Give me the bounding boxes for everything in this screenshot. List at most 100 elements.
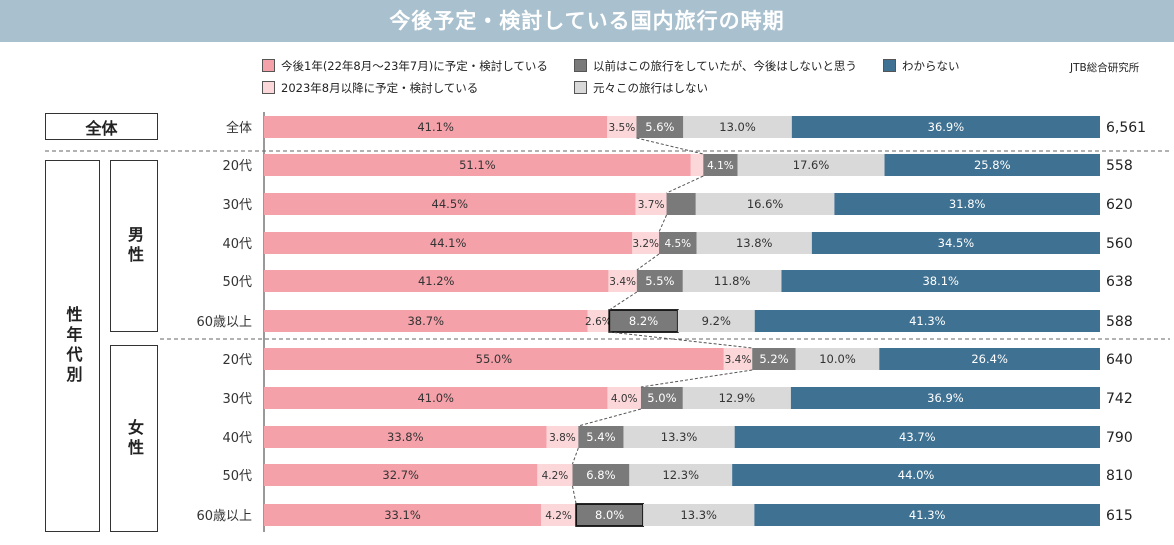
bar-4-seg-4 xyxy=(696,232,812,254)
group-male-label: 男性 xyxy=(125,226,144,266)
bar-label-6-3: 8.2% xyxy=(629,314,658,328)
bar-label-11-4: 13.3% xyxy=(680,508,717,522)
bar-label-5-3: 5.5% xyxy=(645,274,674,288)
legend-item-4: 元々この旅行はしない xyxy=(574,80,708,96)
bar-3-seg-5 xyxy=(834,193,1100,215)
bar-3-seg-1 xyxy=(264,193,636,215)
bar-5-seg-5 xyxy=(781,270,1100,292)
bar-label-2-1: 51.1% xyxy=(459,158,496,172)
bar-label-7-2: 3.4% xyxy=(725,354,752,366)
bar-6-seg-4 xyxy=(677,310,755,332)
bar-label-5-2: 3.4% xyxy=(609,276,636,288)
bar-9-seg-3 xyxy=(578,426,624,448)
connector-9 xyxy=(572,447,579,465)
connector-4 xyxy=(636,253,660,271)
bar-label-4-2: 3.2% xyxy=(632,238,659,250)
bar-label-11-5: 41.3% xyxy=(909,508,946,522)
bar-label-3-2: 3.7% xyxy=(638,199,665,211)
category-label-5: 50代 xyxy=(222,275,252,290)
bar-5-seg-3 xyxy=(636,270,683,292)
connector-10 xyxy=(571,485,577,505)
legend-swatch-2 xyxy=(262,81,275,94)
bar-9-seg-2 xyxy=(546,426,579,448)
bar-10-seg-5 xyxy=(732,464,1100,486)
bar-label-4-5: 34.5% xyxy=(938,236,975,250)
bar-11-seg-1 xyxy=(264,504,541,526)
bar-9-seg-1 xyxy=(264,426,547,448)
legend-label-5: わからない xyxy=(902,59,960,73)
bar-5-seg-2 xyxy=(608,270,637,292)
bar-8-seg-5 xyxy=(790,387,1100,409)
bar-label-7-3: 5.2% xyxy=(759,352,788,366)
bar-10-seg-4 xyxy=(629,464,733,486)
bar-label-8-2: 4.0% xyxy=(611,393,638,405)
n-label-5: 638 xyxy=(1106,274,1133,290)
group-female-label: 女性 xyxy=(125,418,144,459)
bar-8-seg-2 xyxy=(607,387,641,409)
bar-4-seg-3 xyxy=(659,232,697,254)
bar-label-1-5: 36.9% xyxy=(928,120,965,134)
bar-3-seg-3 xyxy=(666,193,696,215)
n-label-4: 560 xyxy=(1106,236,1133,252)
title-bar xyxy=(0,0,1174,42)
bar-label-3-1: 44.5% xyxy=(432,197,469,211)
bar-label-11-3: 8.0% xyxy=(595,508,624,522)
n-label-6: 588 xyxy=(1106,314,1133,330)
bar-label-7-1: 55.0% xyxy=(476,352,513,366)
category-label-4: 40代 xyxy=(222,237,252,252)
n-label-10: 810 xyxy=(1106,468,1133,484)
n-label-3: 620 xyxy=(1106,197,1133,213)
legend-item-1: 今後1年(22年8月～23年7月)に予定・検討している xyxy=(262,58,548,74)
legend-label-1: 今後1年(22年8月～23年7月)に予定・検討している xyxy=(281,59,548,73)
group-by-gender-age-box: 性年代別 xyxy=(45,160,100,532)
bar-label-1-4: 13.0% xyxy=(719,120,756,134)
category-label-2: 20代 xyxy=(222,159,252,174)
bar-8-seg-4 xyxy=(682,387,791,409)
group-overall-box: 全体 xyxy=(45,113,158,140)
bar-label-1-2: 3.5% xyxy=(609,122,636,134)
source-label: JTB総合研究所 xyxy=(1070,62,1140,74)
bar-label-6-4: 9.2% xyxy=(702,314,731,328)
bar-label-8-5: 36.9% xyxy=(927,391,964,405)
category-label-6: 60歳以上 xyxy=(196,315,252,330)
legend-swatch-3 xyxy=(574,59,587,72)
bar-label-4-4: 13.8% xyxy=(736,236,773,250)
category-label-1: 全体 xyxy=(226,120,252,136)
bar-label-2-5: 25.8% xyxy=(974,158,1011,172)
bar-label-4-3: 4.5% xyxy=(664,238,691,250)
bar-label-10-2: 4.2% xyxy=(542,470,569,482)
bar-label-3-4: 16.6% xyxy=(747,197,784,211)
legend-label-4: 元々この旅行はしない xyxy=(593,81,708,95)
bar-4-seg-2 xyxy=(632,232,660,254)
bar-2-seg-4 xyxy=(737,154,885,176)
bar-10-seg-1 xyxy=(264,464,538,486)
n-label-7: 640 xyxy=(1106,352,1133,368)
bar-label-3-5: 31.8% xyxy=(949,197,986,211)
n-label-1: 6,561 xyxy=(1106,120,1146,136)
bar-2-seg-5 xyxy=(884,154,1100,176)
bar-1-seg-3 xyxy=(636,116,684,138)
bar-7-seg-1 xyxy=(264,348,724,370)
bar-8-seg-1 xyxy=(264,387,608,409)
connector-1 xyxy=(636,137,704,155)
bar-label-5-1: 41.2% xyxy=(418,274,455,288)
bar-3-seg-4 xyxy=(695,193,835,215)
bar-1-seg-4 xyxy=(683,116,792,138)
category-label-9: 40代 xyxy=(222,431,252,446)
n-label-2: 558 xyxy=(1106,158,1133,174)
bar-label-4-1: 44.1% xyxy=(430,236,467,250)
bar-label-10-1: 32.7% xyxy=(382,468,419,482)
bar-label-11-1: 33.1% xyxy=(384,508,421,522)
bar-label-5-5: 38.1% xyxy=(922,274,959,288)
bar-2-seg-1 xyxy=(264,154,691,176)
bar-3-seg-2 xyxy=(635,193,667,215)
connector-2 xyxy=(666,175,704,194)
bar-label-10-3: 6.8% xyxy=(586,468,615,482)
category-label-10: 50代 xyxy=(222,469,252,484)
legend-item-5: わからない xyxy=(883,58,960,74)
category-label-7: 20代 xyxy=(222,353,252,368)
bar-label-9-2: 3.8% xyxy=(549,432,576,444)
bar-label-1-3: 5.6% xyxy=(645,120,674,134)
legend-item-2: 2023年8月以降に予定・検討している xyxy=(262,80,478,96)
